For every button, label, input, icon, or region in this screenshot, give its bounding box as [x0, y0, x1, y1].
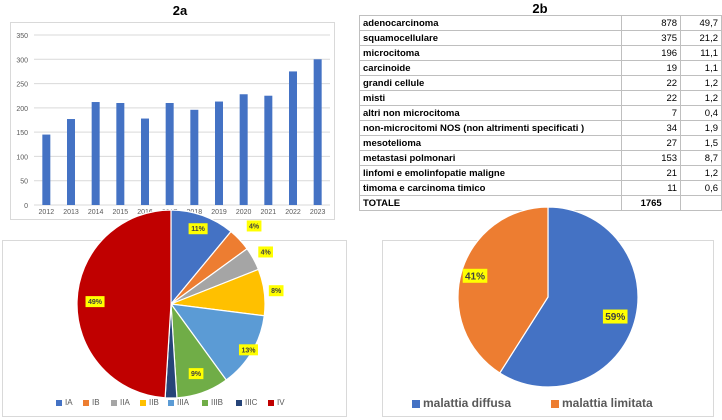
- table-row: carcinoide 19 1,1: [358, 60, 722, 76]
- y-tick-label: 150: [16, 130, 28, 137]
- cell-percent: [680, 195, 722, 211]
- data-label-bg: [462, 268, 488, 283]
- legend-label: IB: [92, 398, 100, 407]
- legend-swatch: [56, 400, 62, 406]
- bar: [264, 95, 273, 205]
- table-row: altri non microcitoma 7 0,4: [358, 105, 722, 121]
- x-tick-label: 2019: [211, 209, 227, 216]
- table-row: squamocellulare 375 21,2: [358, 30, 722, 46]
- data-label: 41%: [465, 271, 485, 282]
- x-tick-label: 2021: [261, 209, 277, 216]
- y-tick-label: 0: [24, 203, 28, 210]
- data-label-bg: [85, 296, 105, 308]
- bar: [289, 71, 297, 205]
- data-label-bg: [188, 223, 208, 235]
- legend-swatch: [551, 400, 559, 408]
- table-row: non-microcitomi NOS (non altrimenti spec…: [358, 120, 722, 136]
- table-2b-title: 2b: [532, 1, 548, 16]
- legend-swatch: [111, 400, 117, 406]
- x-tick-label: 2015: [113, 209, 129, 216]
- bar: [42, 134, 51, 205]
- bar: [239, 94, 248, 205]
- legend-swatch: [140, 400, 146, 406]
- x-tick-label: 2022: [285, 209, 301, 216]
- data-label-bg: [268, 285, 284, 297]
- bar: [91, 102, 100, 205]
- legend-label: IIIC: [245, 398, 258, 407]
- table-row: TOTALE 1765: [358, 195, 722, 211]
- data-label: 49%: [88, 299, 103, 306]
- bar: [165, 103, 174, 205]
- bar: [141, 118, 149, 205]
- table-row: timoma e carcinoma timico 11 0,6: [358, 180, 722, 196]
- legend-swatch: [236, 400, 242, 406]
- x-tick-label: 2020: [236, 209, 252, 216]
- legend-label: IIIB: [211, 398, 223, 407]
- data-label-bg: [188, 368, 204, 380]
- data-label: 4%: [249, 223, 260, 230]
- cell-count: 1765: [621, 195, 682, 211]
- data-label: 11%: [191, 226, 205, 233]
- data-label-bg: [258, 246, 273, 258]
- bar: [215, 101, 223, 205]
- data-label-bg: [246, 220, 262, 232]
- pie-slice: [498, 206, 639, 388]
- legend-label: IA: [65, 398, 73, 407]
- legend-swatch: [202, 400, 208, 406]
- y-tick-label: 100: [16, 154, 28, 161]
- pie-slice: [76, 209, 172, 399]
- data-label-bg: [602, 309, 628, 324]
- table-row: mesotelioma 27 1,5: [358, 135, 722, 151]
- x-tick-label: 2016: [137, 209, 153, 216]
- pie-slice: [170, 209, 232, 306]
- data-label: 9%: [191, 371, 202, 378]
- legend-label: IIB: [149, 398, 159, 407]
- x-tick-label: 2012: [39, 209, 55, 216]
- data-label: 4%: [261, 249, 272, 256]
- data-label: 59%: [605, 312, 625, 323]
- x-tick-label: 2013: [63, 209, 79, 216]
- legend-swatch: [268, 400, 274, 406]
- y-tick-label: 50: [20, 179, 28, 186]
- bar: [67, 119, 75, 205]
- table-row: grandi cellule 22 1,2: [358, 75, 722, 91]
- legend-label: IV: [277, 398, 285, 407]
- chart-2a-title: 2a: [172, 3, 188, 18]
- y-tick-label: 200: [16, 106, 28, 113]
- pie-slice: [457, 206, 549, 374]
- y-tick-label: 350: [16, 33, 28, 40]
- legend-label: malattia limitata: [562, 396, 653, 410]
- legend-label: IIA: [120, 398, 130, 407]
- histology-table: adenocarcinoma 878 49,7 squamocellulare 375 2…: [358, 15, 722, 211]
- legend-swatch: [83, 400, 89, 406]
- x-tick-label: 2023: [310, 209, 326, 216]
- data-label: 8%: [271, 288, 282, 295]
- y-tick-label: 250: [16, 82, 28, 89]
- bar: [116, 103, 125, 205]
- data-label-bg: [238, 344, 258, 356]
- legend-label: IIIA: [177, 398, 190, 407]
- bar: [190, 109, 199, 205]
- legend-label: malattia diffusa: [423, 396, 511, 410]
- data-label: 13%: [241, 347, 256, 354]
- legend-swatch: [412, 400, 420, 408]
- bar: [313, 59, 322, 206]
- legend-swatch: [168, 400, 174, 406]
- y-tick-label: 300: [16, 57, 28, 64]
- x-tick-label: 2014: [88, 209, 104, 216]
